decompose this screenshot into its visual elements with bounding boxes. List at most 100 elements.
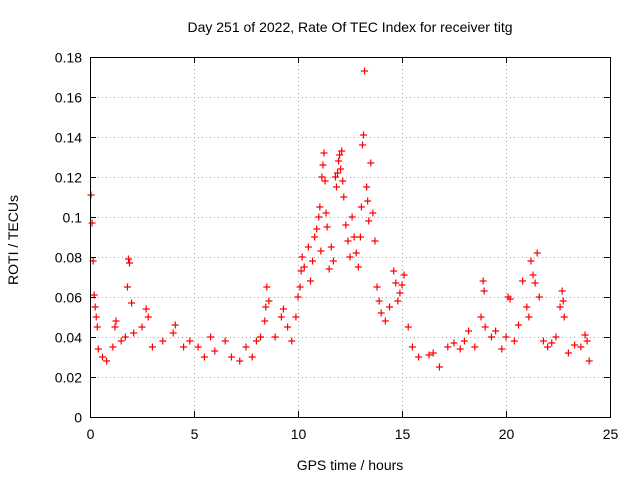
axis-ticks	[90, 57, 611, 418]
data-point	[339, 177, 347, 185]
data-point	[103, 357, 111, 365]
y-tick-label: 0.02	[55, 370, 82, 386]
data-point	[506, 295, 514, 303]
data-point	[375, 297, 383, 305]
data-point	[346, 253, 354, 261]
data-point	[556, 303, 564, 311]
data-point	[365, 217, 373, 225]
data-point	[109, 343, 117, 351]
x-tick-label: 15	[395, 426, 411, 442]
data-point	[322, 209, 330, 217]
data-point	[386, 303, 394, 311]
data-point	[394, 297, 402, 305]
data-point	[142, 305, 150, 313]
x-tick-label: 25	[603, 426, 619, 442]
data-point	[200, 353, 208, 361]
data-point	[552, 333, 560, 341]
data-point	[242, 343, 250, 351]
data-point	[498, 345, 506, 353]
x-tick-labels: 0 5 10 15 20 25	[87, 426, 619, 442]
y-tick-label: 0.16	[55, 90, 82, 106]
data-point	[88, 219, 96, 227]
data-point	[480, 287, 488, 295]
data-point	[294, 293, 302, 301]
y-tick-label: 0.08	[55, 250, 82, 266]
data-point	[318, 173, 326, 181]
data-point	[335, 157, 343, 165]
data-point	[271, 333, 279, 341]
data-point	[130, 329, 138, 337]
y-tick-label: 0.18	[55, 50, 82, 66]
data-point	[159, 337, 167, 345]
data-point	[539, 337, 547, 345]
data-point	[571, 341, 579, 349]
data-point	[415, 353, 423, 361]
data-point	[334, 169, 342, 177]
data-point	[327, 243, 335, 251]
data-point	[523, 303, 531, 311]
data-point	[354, 263, 362, 271]
data-point	[323, 223, 331, 231]
data-point	[304, 243, 312, 251]
data-point	[390, 267, 398, 275]
data-point	[296, 283, 304, 291]
data-point	[348, 213, 356, 221]
data-point	[527, 257, 535, 265]
data-point	[465, 327, 473, 335]
data-point	[261, 317, 269, 325]
data-point	[450, 339, 458, 347]
data-point	[564, 349, 572, 357]
data-point	[329, 257, 337, 265]
data-point	[277, 313, 285, 321]
data-point	[479, 277, 487, 285]
data-point	[320, 149, 328, 157]
data-point	[138, 323, 146, 331]
data-point	[186, 337, 194, 345]
data-point	[262, 303, 270, 311]
data-point	[377, 309, 385, 317]
data-point	[298, 253, 306, 261]
data-point	[252, 337, 260, 345]
data-point	[531, 279, 539, 287]
data-point	[444, 343, 452, 351]
data-point	[544, 343, 552, 351]
data-point	[456, 345, 464, 353]
data-point	[361, 67, 369, 75]
data-point	[300, 263, 308, 271]
data-point	[350, 233, 358, 241]
data-point	[481, 323, 489, 331]
data-point	[93, 323, 101, 331]
plot-frame	[90, 57, 611, 418]
data-point	[169, 329, 177, 337]
data-point	[492, 327, 500, 335]
data-point	[429, 349, 437, 357]
x-tick-label: 5	[191, 426, 199, 442]
y-tick-label: 0.06	[55, 290, 82, 306]
data-point	[306, 277, 314, 285]
data-point	[369, 209, 377, 217]
data-point	[87, 191, 95, 199]
data-point	[559, 297, 567, 305]
y-axis-label: ROTI / TECUs	[5, 195, 21, 285]
data-point	[357, 203, 365, 211]
data-point	[583, 337, 591, 345]
data-point	[319, 161, 327, 169]
data-point	[297, 267, 305, 275]
data-point	[92, 313, 100, 321]
data-point	[392, 279, 400, 287]
data-point	[585, 357, 593, 365]
data-point	[316, 203, 324, 211]
data-point	[337, 165, 345, 173]
data-point	[460, 337, 468, 345]
data-point	[315, 213, 323, 221]
data-point	[477, 313, 485, 321]
data-point	[144, 313, 152, 321]
data-point	[519, 277, 527, 285]
data-point	[502, 333, 510, 341]
data-point	[340, 193, 348, 201]
data-point	[128, 299, 136, 307]
data-point	[111, 323, 119, 331]
data-point	[514, 321, 522, 329]
data-point	[171, 321, 179, 329]
